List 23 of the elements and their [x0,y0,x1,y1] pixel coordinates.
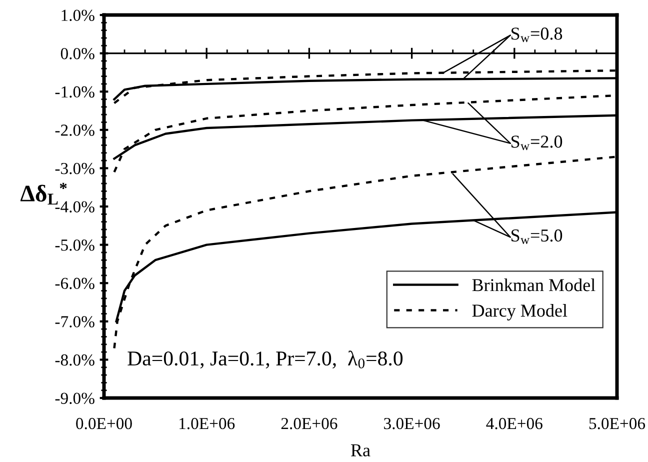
y-tick-label: -1.0% [55,86,94,98]
y-tick-label: -9.0% [55,392,94,404]
y-tick-label: -6.0% [55,278,94,290]
legend-label: Brinkman Model [472,278,596,292]
y-tick-label: -3.0% [55,162,94,174]
legend-label: Darcy Model [472,304,568,320]
y-tick-label: -5.0% [55,240,94,251]
y-tick-label: -2.0% [55,124,94,136]
annotation: S$_{w}$=0.8 [512,28,562,42]
y-tick-label: -7.0% [55,316,94,328]
x-tick-label: 0.0E+00 [76,418,132,430]
annotation: S$_{w}$=5.0 [512,229,562,244]
annotation: S$_{w}$=2.0 [512,136,562,150]
x-tick-label: 1.0E+06 [180,418,235,430]
x-tick-label: 4.0E+06 [486,418,542,430]
x-tick-label: 5.0E+06 [589,418,646,430]
annotation: Da=0.01, Ja=0.1, Pr=7.0, λ$_{0}$=8.0 [128,350,403,369]
y-tick-label: 1.0% [62,10,94,22]
x-tick-label: 2.0E+06 [281,418,338,430]
y-tick-label: -8.0% [55,354,94,366]
y-tick-label: 0.0% [60,48,94,60]
x-axis-title: Ra [350,444,370,456]
x-tick-label: 3.0E+06 [384,418,440,430]
